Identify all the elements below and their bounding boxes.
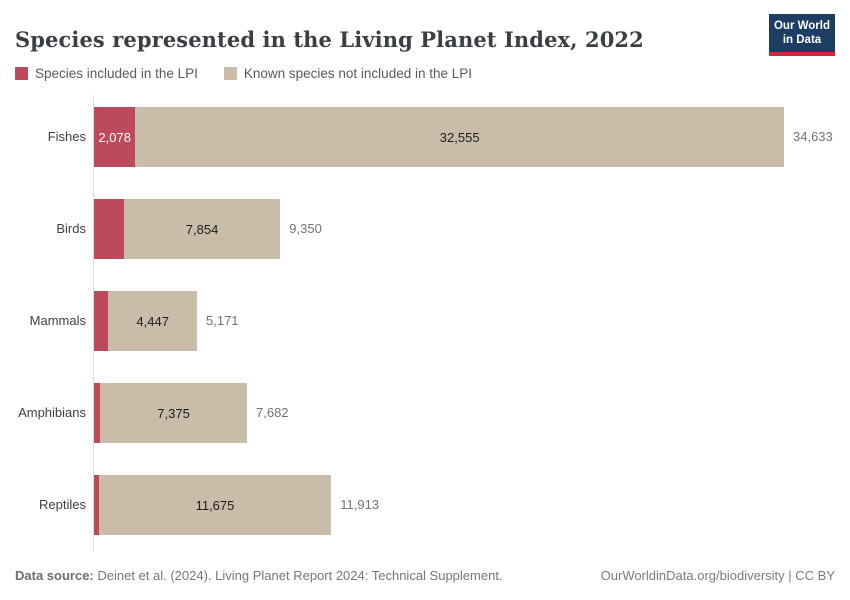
bar-known-birds[interactable]: 7,854	[123, 199, 281, 259]
category-label-fishes: Fishes	[47, 129, 86, 144]
footer-link[interactable]: OurWorldinData.org/biodiversity | CC BY	[600, 568, 835, 583]
bar-total-value: 5,171	[206, 313, 239, 328]
bar-known-value: 32,555	[439, 129, 480, 145]
bar-included-mammals[interactable]	[94, 291, 109, 351]
bar-known-fishes[interactable]: 32,555	[135, 107, 784, 167]
bar-known-reptiles[interactable]: 11,675	[98, 475, 332, 535]
data-source-note: Data source: Deinet et al. (2024). Livin…	[15, 568, 503, 583]
legend-label-included: Species included in the LPI	[35, 66, 198, 81]
bar-known-mammals[interactable]: 4,447	[108, 291, 197, 351]
bar-included-amphibians[interactable]	[94, 383, 101, 443]
bar-known-value: 11,675	[195, 497, 235, 513]
bar-known-value: 7,854	[185, 221, 219, 237]
bar-included-birds[interactable]	[94, 199, 124, 259]
bar-total-value: 11,913	[340, 497, 380, 512]
bar-total-value: 7,682	[256, 405, 289, 420]
category-label-reptiles: Reptiles	[39, 497, 86, 512]
owid-logo[interactable]: Our World in Data	[769, 14, 835, 56]
legend-item-known[interactable]: Known species not included in the LPI	[223, 66, 473, 81]
owid-logo-line2: in Data	[782, 33, 822, 46]
category-label-birds: Birds	[56, 221, 86, 236]
bar-known-amphibians[interactable]: 7,375	[100, 383, 247, 443]
bar-included-fishes[interactable]: 2,078	[94, 107, 136, 167]
bar-total-value: 9,350	[289, 221, 322, 236]
bar-included-reptiles[interactable]	[94, 475, 99, 535]
bar-known-value: 7,375	[157, 405, 190, 421]
data-source-text: Deinet et al. (2024). Living Planet Repo…	[93, 568, 503, 583]
category-label-amphibians: Amphibians	[18, 405, 86, 420]
bar-known-value: 4,447	[136, 313, 169, 329]
category-label-mammals: Mammals	[29, 313, 86, 328]
footer: Data source: Deinet et al. (2024). Livin…	[15, 568, 835, 583]
legend: Species included in the LPI Known specie…	[15, 66, 472, 81]
owid-logo-line1: Our World	[773, 20, 830, 32]
legend-swatch-included-icon	[15, 67, 28, 80]
page-title: Species represented in the Living Planet…	[15, 27, 644, 53]
bar-total-value: 34,633	[793, 129, 833, 144]
data-source-label: Data source:	[15, 568, 94, 583]
legend-swatch-known-icon	[223, 67, 237, 80]
y-axis-line	[93, 95, 94, 552]
legend-label-known: Known species not included in the LPI	[243, 66, 473, 81]
plot-area: Fishes 2,078 32,555 34,633 Birds 7,854 9,350 Ma…	[0, 95, 850, 552]
legend-item-included[interactable]: Species included in the LPI	[15, 66, 198, 81]
bar-included-value: 2,078	[98, 129, 131, 145]
